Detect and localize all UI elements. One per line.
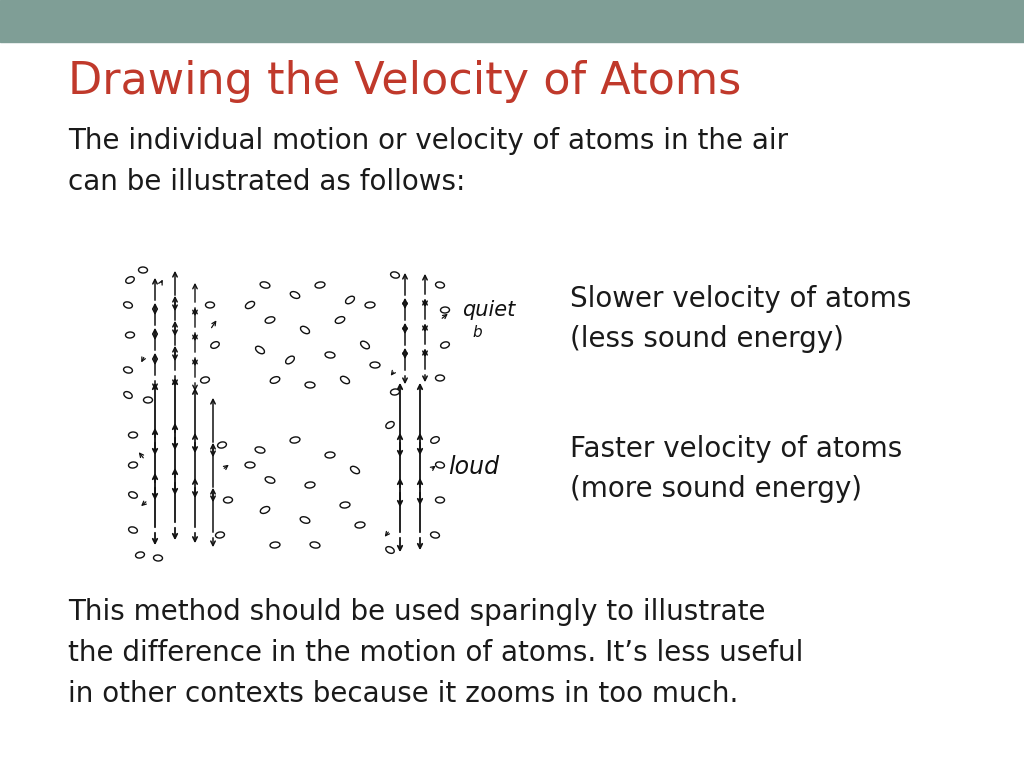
Text: (less sound energy): (less sound energy) [570, 325, 844, 353]
Text: b: b [472, 325, 481, 340]
Bar [0, 0, 1024, 42]
Text: The individual motion or velocity of atoms in the air
can be illustrated as foll: The individual motion or velocity of ato… [68, 127, 788, 197]
Text: quiet: quiet [462, 300, 515, 320]
Text: Slower velocity of atoms: Slower velocity of atoms [570, 285, 911, 313]
Text: loud: loud [449, 455, 499, 479]
Text: This method should be used sparingly to illustrate
the difference in the motion : This method should be used sparingly to … [68, 598, 804, 708]
Text: Drawing the Velocity of Atoms: Drawing the Velocity of Atoms [68, 60, 741, 103]
Text: (more sound energy): (more sound energy) [570, 475, 862, 503]
Text: Faster velocity of atoms: Faster velocity of atoms [570, 435, 902, 463]
